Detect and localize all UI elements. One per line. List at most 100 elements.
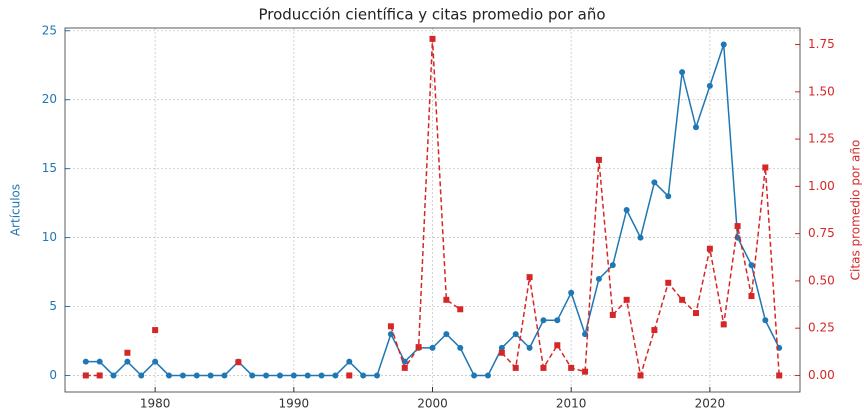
- x-tick-label: 1990: [279, 397, 310, 411]
- point: [679, 69, 686, 76]
- point: [582, 331, 589, 338]
- point: [332, 372, 339, 379]
- point: [166, 372, 173, 379]
- point: [471, 372, 478, 379]
- y-tick-label: 10: [42, 230, 57, 244]
- y2-axis-label: Citas promedio por año: [849, 140, 863, 281]
- point: [651, 179, 658, 186]
- point: [540, 364, 547, 371]
- y-tick-label: 0: [49, 368, 57, 382]
- point: [443, 331, 450, 338]
- point: [96, 372, 103, 379]
- y-tick-label: 25: [42, 23, 57, 37]
- point: [124, 349, 131, 356]
- point: [595, 156, 602, 163]
- point: [152, 327, 159, 334]
- point: [568, 364, 575, 371]
- point: [193, 372, 200, 379]
- x-tick-label: 2010: [556, 397, 587, 411]
- point: [498, 344, 505, 351]
- point: [249, 372, 256, 379]
- point: [582, 368, 589, 375]
- point: [457, 344, 464, 351]
- point: [734, 223, 741, 230]
- point: [526, 344, 533, 351]
- point: [554, 342, 561, 349]
- point: [748, 262, 755, 269]
- point: [692, 310, 699, 317]
- y-tick-label: 15: [42, 161, 57, 175]
- point: [346, 358, 353, 365]
- x-tick-label: 2000: [417, 397, 448, 411]
- point: [748, 293, 755, 300]
- point: [762, 164, 769, 171]
- point: [318, 372, 325, 379]
- point: [665, 193, 672, 200]
- point: [221, 372, 228, 379]
- point: [512, 364, 519, 371]
- point: [415, 344, 422, 351]
- point: [665, 279, 672, 286]
- point: [554, 317, 561, 324]
- point: [637, 234, 644, 241]
- point: [207, 372, 214, 379]
- point: [498, 349, 505, 356]
- point: [304, 372, 311, 379]
- point: [706, 82, 713, 89]
- point: [96, 358, 103, 365]
- point: [360, 372, 367, 379]
- y-axis-label: Artículos: [9, 184, 23, 236]
- x-tick-label: 1980: [140, 397, 171, 411]
- point: [720, 321, 727, 328]
- y2-tick-label: 1.50: [808, 84, 835, 98]
- point: [387, 323, 394, 330]
- point: [484, 372, 491, 379]
- point: [429, 344, 436, 351]
- point: [124, 358, 131, 365]
- point: [276, 372, 283, 379]
- y-tick-label: 20: [42, 92, 57, 106]
- point: [235, 359, 242, 366]
- point: [540, 317, 547, 324]
- point: [776, 372, 783, 379]
- point: [720, 41, 727, 48]
- y2-tick-label: 0.75: [808, 226, 835, 240]
- point: [762, 317, 769, 324]
- point: [457, 306, 464, 313]
- point: [387, 331, 394, 338]
- point: [637, 372, 644, 379]
- point: [401, 364, 408, 371]
- chart-title: Producción científica y citas promedio p…: [258, 6, 605, 24]
- y2-tick-label: 0.50: [808, 273, 835, 287]
- y2-tick-label: 1.00: [808, 179, 835, 193]
- point: [429, 35, 436, 42]
- point: [290, 372, 297, 379]
- point: [401, 358, 408, 365]
- point: [443, 296, 450, 303]
- y2-tick-label: 1.25: [808, 132, 835, 146]
- point: [609, 262, 616, 269]
- point: [263, 372, 270, 379]
- plot-frame: [64, 27, 801, 393]
- point: [374, 372, 381, 379]
- point: [346, 372, 353, 379]
- point: [526, 274, 533, 281]
- point: [623, 207, 630, 213]
- y2-tick-label: 1.75: [808, 37, 835, 51]
- point: [82, 372, 89, 379]
- y-tick-label: 5: [49, 299, 57, 313]
- point: [138, 372, 145, 379]
- point: [512, 331, 519, 338]
- point: [651, 327, 658, 334]
- point: [679, 296, 686, 303]
- point: [623, 296, 630, 303]
- y2-tick-label: 0.00: [808, 368, 835, 382]
- point: [595, 275, 602, 282]
- point: [152, 358, 159, 365]
- point: [692, 124, 699, 131]
- point: [706, 245, 713, 252]
- point: [82, 358, 89, 365]
- point: [568, 289, 575, 296]
- point: [609, 311, 616, 318]
